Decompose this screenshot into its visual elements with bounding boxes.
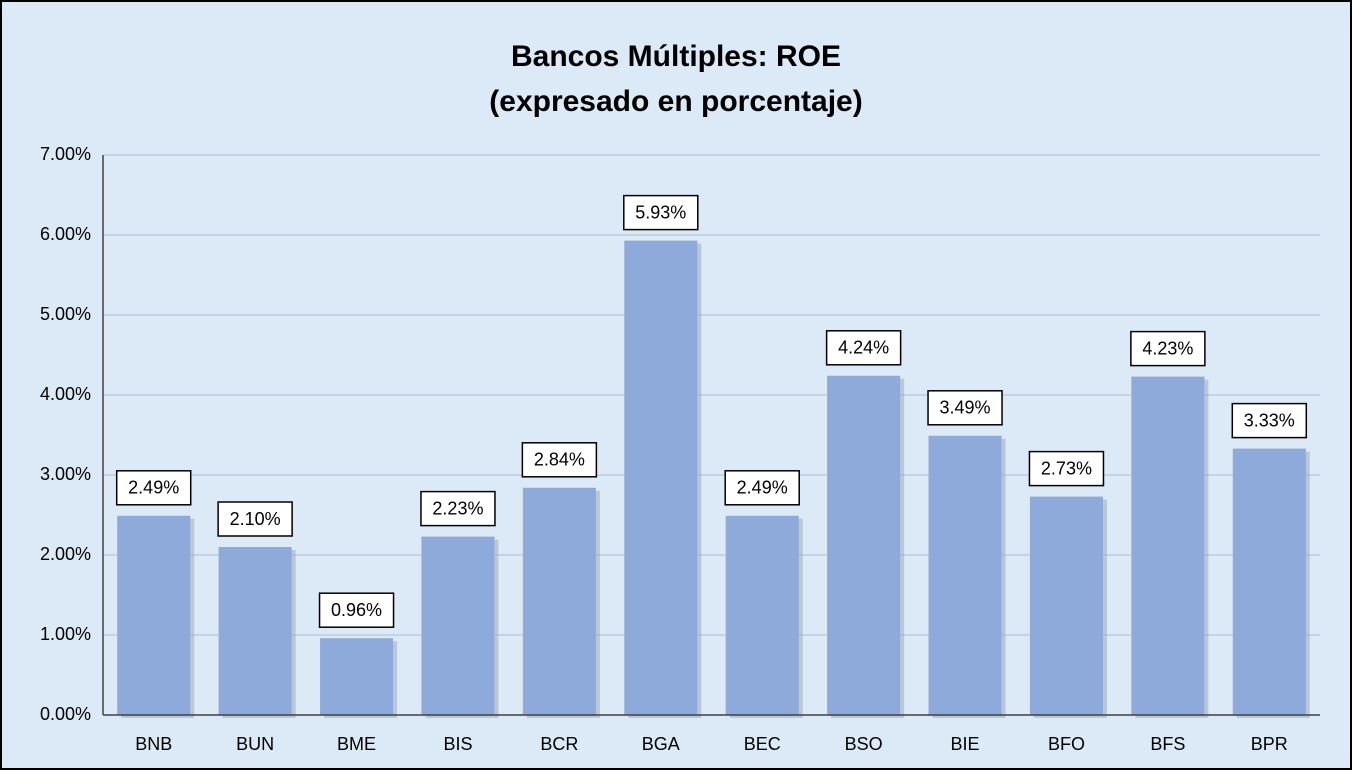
data-label-box	[825, 330, 902, 366]
data-label: 2.49%	[128, 478, 179, 498]
bar	[218, 547, 292, 715]
data-label-box	[318, 592, 395, 628]
data-label: 2.10%	[230, 509, 281, 529]
y-tick-label: 6.00%	[40, 224, 91, 244]
bar	[928, 435, 1002, 715]
bar	[522, 487, 596, 715]
y-tick-label: 0.00%	[40, 704, 91, 724]
x-tick-label: BCR	[540, 734, 578, 754]
x-tick-label: BNB	[135, 734, 172, 754]
data-label-box	[115, 470, 192, 506]
data-label: 2.23%	[432, 498, 483, 518]
data-label-box	[724, 470, 800, 506]
bar	[1029, 496, 1103, 715]
data-label: 3.33%	[1244, 410, 1295, 430]
bar	[320, 638, 394, 715]
x-tick-label: BFO	[1048, 734, 1085, 754]
bar	[827, 375, 901, 715]
x-tick-label: BPR	[1251, 734, 1288, 754]
data-label: 2.49%	[737, 478, 788, 498]
data-label: 4.24%	[838, 338, 889, 358]
y-tick-label: 1.00%	[40, 624, 91, 644]
x-tick-label: BIS	[443, 734, 472, 754]
data-label: 3.49%	[940, 398, 991, 418]
x-tick-label: BSO	[845, 734, 883, 754]
data-label: 2.84%	[534, 450, 585, 470]
data-label: 4.23%	[1142, 338, 1193, 358]
y-tick-label: 4.00%	[40, 384, 91, 404]
data-label-box	[1130, 330, 1206, 367]
data-label-box	[420, 490, 496, 527]
data-label: 2.73%	[1041, 458, 1092, 478]
x-tick-label: BME	[337, 734, 376, 754]
y-tick-label: 3.00%	[40, 464, 91, 484]
chart-title: Bancos Múltiples: ROE	[511, 40, 841, 73]
data-label-box	[1231, 402, 1308, 439]
x-tick-label: BGA	[642, 734, 680, 754]
data-label-box	[1028, 450, 1105, 487]
bar	[1131, 376, 1205, 715]
data-label-box	[521, 442, 598, 478]
data-label-box	[927, 390, 1003, 426]
x-tick-label: BIE	[951, 734, 980, 754]
x-tick-label: BEC	[744, 734, 781, 754]
bar	[725, 515, 799, 715]
data-label: 5.93%	[635, 202, 686, 222]
x-tick-label: BUN	[236, 734, 274, 754]
y-tick-label: 7.00%	[40, 144, 91, 164]
y-tick-label: 5.00%	[40, 304, 91, 324]
y-tick-label: 2.00%	[40, 544, 91, 564]
chart-subtitle: (expresado en porcentaje)	[489, 85, 862, 118]
x-tick-label: BFS	[1150, 734, 1185, 754]
bar	[117, 515, 191, 715]
bar	[421, 536, 495, 715]
data-label: 0.96%	[331, 600, 382, 620]
bar	[1232, 448, 1306, 715]
bar	[624, 240, 698, 715]
data-label-box	[217, 501, 293, 537]
data-label-box	[623, 194, 699, 231]
